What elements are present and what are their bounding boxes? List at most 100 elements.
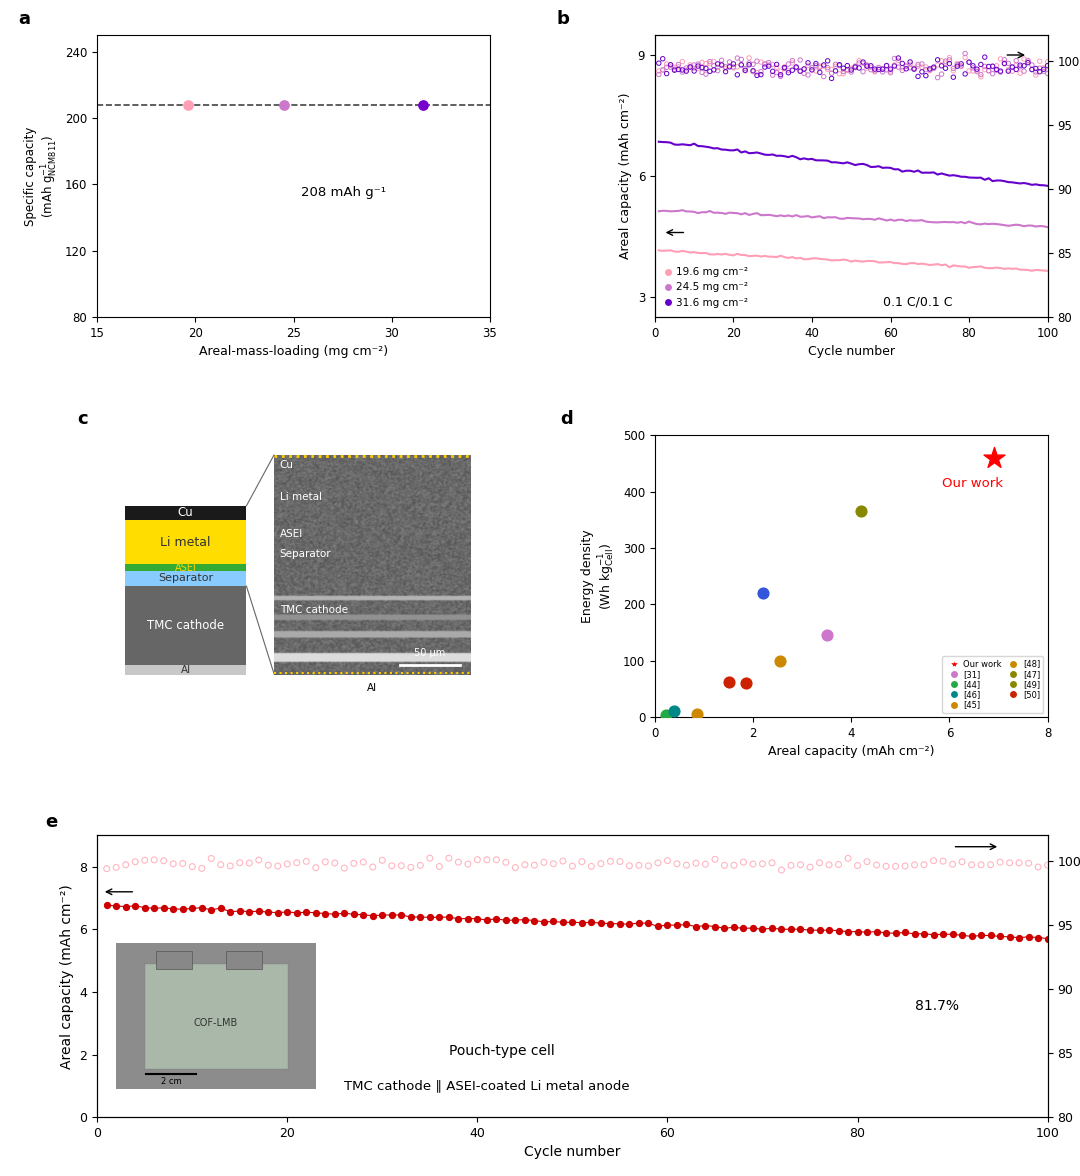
Point <box>449 909 467 928</box>
Point <box>926 58 943 76</box>
Point <box>737 61 754 80</box>
Point <box>621 856 638 875</box>
Point <box>866 61 883 80</box>
Point <box>1011 928 1028 947</box>
Point <box>870 58 888 76</box>
Point <box>611 915 629 934</box>
Point <box>1023 60 1040 79</box>
Point <box>862 58 879 76</box>
Point <box>890 51 907 69</box>
Point <box>847 58 864 76</box>
Point <box>689 59 706 78</box>
Point <box>909 67 927 86</box>
Point <box>288 903 306 922</box>
Point <box>854 53 872 72</box>
X-axis label: Cycle number: Cycle number <box>524 1145 621 1160</box>
Point <box>383 856 401 875</box>
Point <box>1020 854 1037 873</box>
Point <box>241 854 258 873</box>
Point <box>650 65 667 83</box>
Point <box>948 55 966 74</box>
Point <box>982 855 999 874</box>
Text: Separator: Separator <box>158 574 213 583</box>
Text: 0.1 C/0.1 C: 0.1 C/0.1 C <box>882 295 953 309</box>
Text: b: b <box>556 11 569 28</box>
Point <box>383 906 401 924</box>
Point <box>677 60 694 79</box>
Point <box>602 851 619 870</box>
Point <box>815 56 833 75</box>
Point <box>921 61 939 80</box>
Point <box>764 62 781 81</box>
Point <box>744 55 761 74</box>
Point <box>705 56 723 75</box>
Point <box>874 62 891 81</box>
Point <box>631 856 648 875</box>
Point <box>174 854 191 873</box>
Point <box>827 56 845 75</box>
Point <box>847 56 864 75</box>
Point <box>431 908 448 927</box>
Point <box>681 55 699 74</box>
Point <box>972 65 989 83</box>
Point <box>1020 51 1037 69</box>
Point <box>957 48 974 67</box>
Point <box>870 59 888 78</box>
Point <box>897 56 915 75</box>
Point <box>756 58 773 76</box>
Point <box>326 854 343 873</box>
Point <box>741 55 758 74</box>
Point <box>554 913 571 931</box>
FancyBboxPatch shape <box>124 520 246 564</box>
Point <box>697 916 714 935</box>
Point <box>854 62 872 81</box>
Point <box>874 60 891 79</box>
Point <box>754 855 771 874</box>
Point <box>827 55 845 74</box>
Point <box>364 857 381 876</box>
Point <box>726 918 743 937</box>
Point <box>823 64 840 82</box>
Point <box>1003 58 1021 76</box>
Point <box>792 920 809 938</box>
Point <box>136 851 153 870</box>
Point <box>991 927 1009 946</box>
Point <box>269 856 286 875</box>
Point <box>1020 53 1037 72</box>
X-axis label: Areal capacity (mAh cm⁻²): Areal capacity (mAh cm⁻²) <box>768 746 934 759</box>
Point <box>890 48 907 67</box>
Point <box>275 95 293 114</box>
Point <box>686 61 703 80</box>
Point <box>815 55 833 74</box>
Text: e: e <box>45 813 57 831</box>
Point <box>1015 56 1032 75</box>
Point <box>753 65 770 83</box>
Point <box>602 914 619 933</box>
Point <box>488 909 505 928</box>
Point <box>821 921 838 940</box>
Point <box>823 69 840 88</box>
Point <box>988 61 1005 80</box>
Point <box>787 58 805 76</box>
Point <box>877 923 894 942</box>
Point <box>896 856 914 875</box>
Point <box>929 55 946 74</box>
Point <box>768 64 785 82</box>
Point <box>654 49 672 68</box>
Point <box>964 61 982 80</box>
Point <box>686 59 703 78</box>
Point <box>1035 62 1052 81</box>
Point <box>878 56 895 75</box>
Point <box>677 62 694 81</box>
Point <box>98 896 116 915</box>
Point <box>969 61 986 80</box>
Point <box>801 857 819 876</box>
Point <box>98 860 116 878</box>
Point <box>829 855 847 874</box>
Point <box>985 448 1002 467</box>
Point <box>164 855 181 874</box>
Point <box>909 55 927 74</box>
Point <box>701 52 718 71</box>
Point <box>953 56 970 75</box>
Point <box>670 58 687 76</box>
